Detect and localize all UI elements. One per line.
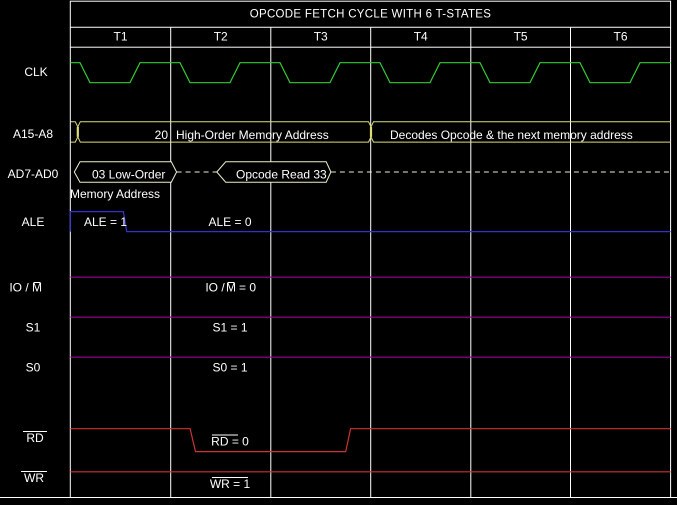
svg-text:Memory Address: Memory Address — [70, 187, 160, 201]
svg-text:= 0: = 0 — [239, 281, 256, 295]
svg-text:WR = 1: WR = 1 — [210, 477, 251, 491]
svg-text:ALE: ALE — [22, 215, 45, 229]
svg-text:ALE = 1: ALE = 1 — [84, 215, 127, 229]
svg-text:OPCODE FETCH CYCLE WITH 6 T-ST: OPCODE FETCH CYCLE WITH 6 T-STATES — [250, 9, 492, 21]
svg-text:AD7-AD0: AD7-AD0 — [8, 167, 59, 181]
svg-text:Opcode Read 33: Opcode Read 33 — [236, 168, 327, 182]
svg-text:WR: WR — [24, 471, 44, 485]
svg-text:S0 = 1: S0 = 1 — [212, 361, 247, 375]
svg-text:T5: T5 — [514, 30, 528, 44]
svg-text:T4: T4 — [414, 30, 428, 44]
svg-text:T6: T6 — [613, 30, 627, 44]
svg-text:IO /: IO / — [205, 281, 225, 295]
svg-text:CLK: CLK — [24, 65, 47, 79]
svg-text:T3: T3 — [314, 30, 328, 44]
svg-text:RD: RD — [26, 431, 44, 445]
svg-text:IO /: IO / — [9, 281, 29, 295]
svg-text:S1 = 1: S1 = 1 — [212, 321, 247, 335]
svg-text:T1: T1 — [113, 30, 127, 44]
svg-text:ALE = 0: ALE = 0 — [208, 215, 251, 229]
svg-text:Decodes Opcode & the next memo: Decodes Opcode & the next memory address — [390, 128, 633, 142]
svg-text:T2: T2 — [214, 30, 228, 44]
svg-text:S0: S0 — [26, 361, 41, 375]
svg-text:A15-A8: A15-A8 — [13, 127, 53, 141]
svg-text:S1: S1 — [26, 321, 41, 335]
svg-text:RD = 0: RD = 0 — [211, 435, 249, 449]
svg-text:High-Order Memory Address: High-Order Memory Address — [176, 128, 329, 142]
svg-text:20: 20 — [155, 128, 169, 142]
svg-text:03 Low-Order: 03 Low-Order — [92, 168, 165, 182]
